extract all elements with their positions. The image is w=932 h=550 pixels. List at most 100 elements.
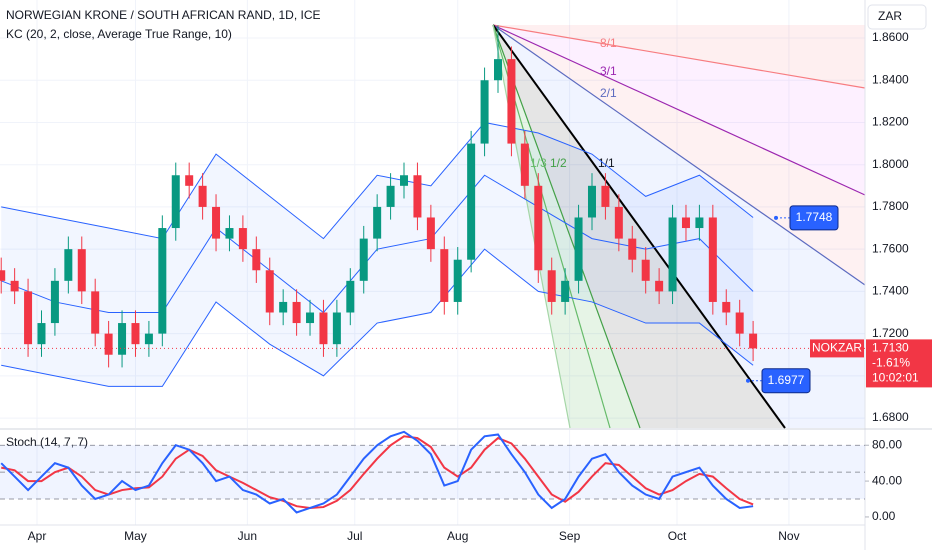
change-label: -1.61% xyxy=(872,356,910,370)
y-tick-label: 1.6800 xyxy=(872,410,909,424)
candle-body xyxy=(332,312,341,345)
candle-body xyxy=(534,185,543,271)
gann-label: 1/3 xyxy=(530,156,547,170)
gann-label: 3/1 xyxy=(600,64,617,78)
symbol-tag xyxy=(810,339,864,358)
candle-body xyxy=(359,238,368,281)
gann-line xyxy=(492,24,786,429)
candle-body xyxy=(708,217,717,302)
countdown-label: 10:02:01 xyxy=(872,371,919,385)
candle-body xyxy=(104,333,113,355)
candle-body xyxy=(77,249,86,292)
candle-body xyxy=(252,249,261,271)
chart-title: NORWEGIAN KRONE / SOUTH AFRICAN RAND, 1D… xyxy=(6,8,320,22)
candle-body xyxy=(722,301,731,313)
candle-body xyxy=(614,206,623,239)
candle-body xyxy=(64,249,73,281)
candle-body xyxy=(306,312,315,324)
candle-body xyxy=(238,228,247,250)
candle-body xyxy=(440,249,449,302)
gann-label: 1/1 xyxy=(598,156,615,170)
x-tick-label: Sep xyxy=(559,529,581,543)
symbol-label: NOKZAR xyxy=(812,341,862,355)
candle-body xyxy=(319,312,328,345)
gann-line xyxy=(492,24,866,286)
candle-body xyxy=(601,185,610,207)
candle-body xyxy=(292,301,301,324)
gann-line xyxy=(492,24,866,196)
stoch-label: Stoch (14, 7, 7) xyxy=(6,435,88,449)
candle-body xyxy=(24,291,33,345)
candle-body xyxy=(131,323,140,345)
gann-line xyxy=(492,24,866,89)
x-tick-label: Jul xyxy=(347,529,362,543)
candle-body xyxy=(668,217,677,292)
callout-label: 1.7748 xyxy=(796,210,833,224)
price-tag xyxy=(866,339,932,388)
y-tick-label: 40.00 xyxy=(872,473,902,487)
candle-body xyxy=(735,312,744,334)
gann-label: 2/1 xyxy=(600,86,617,100)
y-tick-label: 1.8000 xyxy=(872,157,909,171)
candle-body xyxy=(50,280,59,324)
candle-body xyxy=(37,323,46,345)
candle-body xyxy=(346,280,355,313)
kc-lower xyxy=(1,248,754,387)
currency: ZAR xyxy=(878,9,902,23)
x-tick-label: May xyxy=(124,529,147,543)
candle-body xyxy=(561,280,570,302)
stoch-line xyxy=(1,435,754,509)
candle-body xyxy=(0,270,6,281)
callout-label: 1.6977 xyxy=(768,373,805,387)
candle-body xyxy=(507,59,516,144)
candle-body xyxy=(185,175,194,186)
candle-body xyxy=(386,185,395,207)
candle-body xyxy=(144,333,153,345)
y-tick-label: 1.8600 xyxy=(872,30,909,44)
candle-body xyxy=(225,228,234,239)
candle-body xyxy=(749,333,758,349)
candle-body xyxy=(373,206,382,239)
y-tick-label: 80.00 xyxy=(872,437,902,451)
kc-upper xyxy=(1,121,754,240)
x-tick-label: Jun xyxy=(238,529,257,543)
candle-body xyxy=(547,270,556,302)
candle-body xyxy=(400,175,409,186)
gann-line xyxy=(492,24,641,429)
x-tick-label: Oct xyxy=(668,529,687,543)
y-tick-label: 1.7200 xyxy=(872,326,909,340)
candle-body xyxy=(574,217,583,281)
x-tick-label: Nov xyxy=(778,529,799,543)
candle-body xyxy=(426,217,435,250)
y-tick-label: 0.00 xyxy=(872,509,896,523)
gann-fan: 8/1 3/1 2/1 1/1 1/3 1/2 xyxy=(492,24,866,429)
x-tick-label: Aug xyxy=(447,529,468,543)
candle-body xyxy=(628,238,637,260)
candle-body xyxy=(520,143,529,186)
stoch-line xyxy=(0,430,754,514)
gann-fill xyxy=(493,25,865,428)
callout-box xyxy=(789,205,839,231)
candle-body xyxy=(494,59,503,81)
candle-body xyxy=(695,217,704,229)
candle-body xyxy=(118,323,127,355)
kc-fill xyxy=(1,122,754,387)
currency-button[interactable] xyxy=(867,4,927,30)
y-tick-label: 1.8400 xyxy=(872,72,909,86)
y-tick-label: 1.7800 xyxy=(872,199,909,213)
candle-body xyxy=(467,143,476,260)
candle-body xyxy=(212,206,221,239)
candle-body xyxy=(655,280,664,292)
y-tick-label: 1.8200 xyxy=(872,115,909,129)
price-label: 1.7130 xyxy=(872,341,909,355)
candle-body xyxy=(641,259,650,281)
candle-body xyxy=(279,301,288,313)
candle-body xyxy=(10,280,19,292)
candle-body xyxy=(171,175,180,229)
candle-body xyxy=(265,270,274,313)
candle-body xyxy=(198,185,207,207)
candle-body xyxy=(587,185,596,218)
gann-label: 8/1 xyxy=(600,36,617,50)
